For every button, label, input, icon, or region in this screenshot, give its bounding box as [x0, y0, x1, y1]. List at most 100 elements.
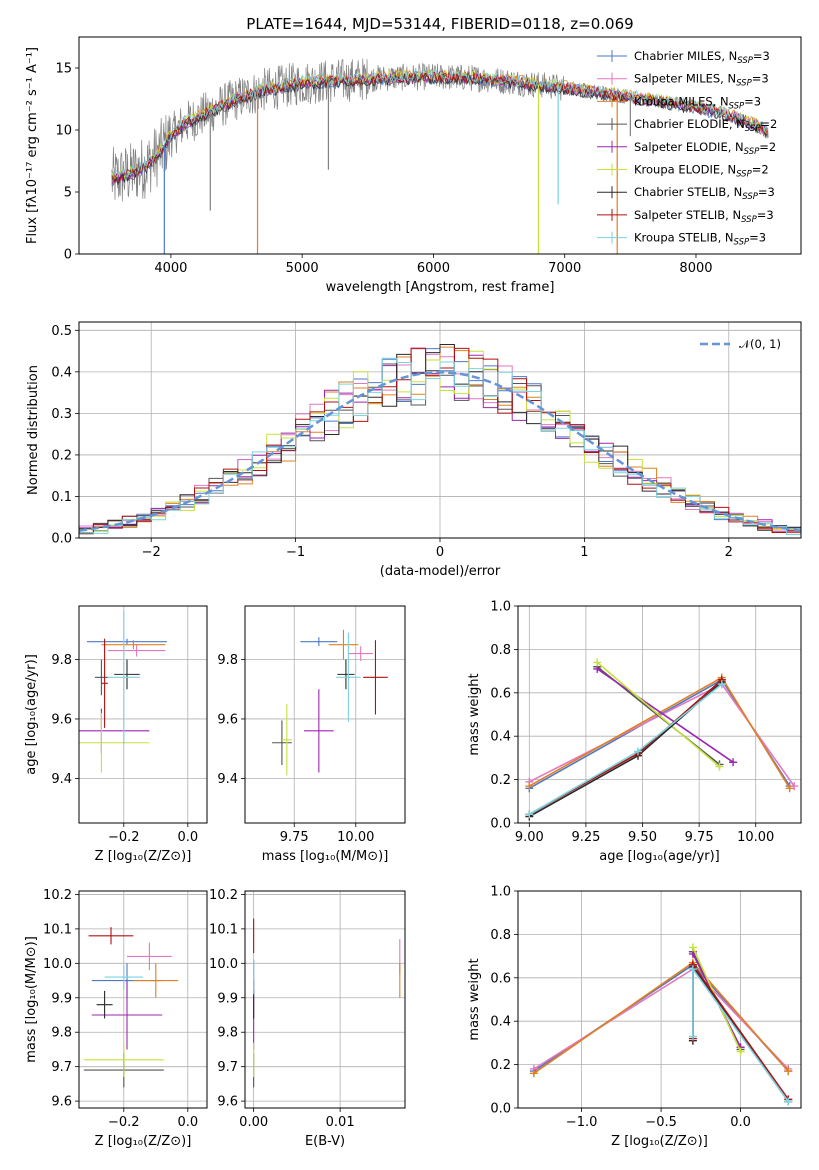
data-point-salpeter_stelib: [101, 638, 108, 728]
spectrum-axes: 4000 5000 6000 7000 8000 0 5 10 15 wavelength [An…: [25, 36, 802, 295]
x-axis-label: wavelength [Angstrom, rest frame]: [326, 280, 555, 295]
y-tick-label: 9.4: [217, 772, 238, 787]
legend-entry: 𝒩(0, 1): [739, 337, 781, 351]
x-tick-label: 4000: [154, 261, 187, 276]
y-tick-label: 0.6: [490, 686, 511, 701]
series-marker: [688, 943, 697, 952]
normal-curve: [79, 371, 801, 532]
y-tick-label: 10.2: [209, 888, 238, 903]
y-tick-label: 9.6: [217, 1095, 238, 1110]
legend-entry: Kroupa ELODIE, NSSP=2: [634, 163, 769, 180]
x-tick-label: 9.25: [571, 830, 600, 845]
series-kroupa_stelib: [688, 965, 793, 1106]
x-tick-label: 9.75: [685, 830, 714, 845]
data-point-chabrier_stelib: [337, 659, 355, 690]
mass_vs_ebv-plot: [253, 918, 401, 1088]
y-tick-label: 9.6: [51, 712, 72, 727]
model-spectrum-salpeter_stelib: [111, 71, 768, 185]
y-tick-label: 0.2: [51, 448, 72, 463]
age_vs_z-frame: [78, 605, 208, 824]
x-tick-label: 2: [725, 545, 733, 560]
mass_vs_ebv-frame: [244, 890, 406, 1109]
series-marker: [736, 1047, 745, 1056]
y-tick-label: 0.8: [490, 643, 511, 658]
spectrum-plot: [111, 58, 769, 254]
y-tick-label: 9.6: [217, 712, 238, 727]
data-point-chabrier_miles: [300, 637, 338, 647]
age_vs_mass-axes: 9.75 10.00 9.4 9.6 9.8 mass [log₁₀(M/M⊙)]: [217, 605, 406, 864]
data-point-salpeter_miles: [348, 646, 373, 661]
legend-entry: Chabrier STELIB, NSSP=3: [634, 185, 775, 202]
y-tick-label: 0.4: [51, 365, 72, 380]
y-tick-label: 10: [55, 124, 72, 139]
y-tick-label: 1.0: [490, 885, 511, 900]
x-tick-label: 8000: [679, 261, 712, 276]
residuals-frame: [78, 321, 802, 539]
age_vs_z-grid: [79, 606, 207, 823]
residuals-axes: −2 −1 0 1 2 0.0 0.1 0.2 0.3 0.4 0.5 (data-model)/er…: [26, 321, 802, 579]
data-point-salpeter_elodie: [304, 689, 334, 773]
data-point-chabrier_miles: [87, 638, 167, 645]
data-point-chabrier_stelib: [114, 659, 140, 690]
x-axis-label: Z [log₁₀(Z/Z⊙)]: [95, 1134, 192, 1149]
data-point-kroupa_elodie: [83, 1042, 164, 1077]
weight_vs_z-grid: [518, 890, 801, 1109]
weight_vs_z-axes: −1.0 −0.5 0.0 0.0 0.2 0.4 0.6 0.8 1.0 Z [log₁₀(Z/…: [467, 885, 802, 1149]
spectrum-frame: [78, 36, 802, 255]
y-tick-label: 9.8: [217, 653, 238, 668]
y-tick-label: 10.1: [43, 922, 72, 937]
series-marker: [784, 1097, 793, 1106]
age_vs_mass-plot: [272, 629, 388, 776]
data-point-kroupa_stelib: [107, 610, 140, 745]
x-tick-label: 0.0: [730, 1115, 751, 1130]
x-tick-label: −2: [142, 545, 161, 560]
x-tick-label: −0.2: [108, 1115, 140, 1130]
histogram-kroupa_stelib: [79, 357, 801, 537]
y-tick-label: 10.2: [43, 888, 72, 903]
chart-title: PLATE=1644, MJD=53144, FIBERID=0118, z=0…: [246, 15, 633, 33]
x-axis-label: E(B-V): [305, 1134, 345, 1149]
spectrum-legend: Chabrier MILES, NSSP=3 Salpeter MILES, NS…: [597, 49, 777, 248]
legend-entry: Chabrier ELODIE, NSSP=2: [634, 117, 777, 134]
series-marker: [593, 658, 602, 667]
x-tick-label: 9.00: [515, 830, 544, 845]
y-tick-label: 0.2: [490, 1058, 511, 1073]
y-tick-label: 0.0: [490, 1102, 511, 1117]
x-tick-label: −1.0: [566, 1115, 598, 1130]
y-tick-label: 0: [64, 248, 72, 263]
y-tick-label: 9.9: [217, 991, 238, 1006]
data-point-kroupa_miles: [101, 640, 166, 650]
mass_vs_z-plot: [83, 927, 179, 1088]
data-point-chabrier_stelib: [96, 990, 113, 1019]
series-marker: [784, 1067, 793, 1076]
x-tick-label: −1: [286, 545, 305, 560]
data-point-kroupa_stelib: [336, 632, 361, 722]
x-tick-label: 0.0: [177, 1115, 198, 1130]
y-tick-label: 9.4: [51, 772, 72, 787]
histogram-chabrier_stelib: [79, 344, 801, 533]
y-tick-label: 0.4: [490, 1015, 511, 1030]
series-marker: [729, 758, 738, 767]
series-line: [596, 668, 734, 763]
y-tick-label: 15: [55, 62, 72, 77]
y-tick-label: 1.0: [490, 600, 511, 615]
series-line: [528, 676, 791, 789]
series-line: [528, 683, 723, 815]
y-tick-label: 0.5: [51, 324, 72, 339]
legend-entry: Chabrier MILES, NSSP=3: [634, 49, 770, 66]
x-axis-label: (data-model)/error: [380, 564, 501, 579]
y-tick-label: 9.7: [51, 1060, 72, 1075]
x-tick-label: 0.0: [177, 830, 198, 845]
data-point-chabrier_elodie: [95, 659, 108, 696]
data-point-salpeter_stelib: [363, 640, 388, 715]
y-axis-label: Normed distribution: [26, 365, 41, 495]
series-marker: [688, 965, 697, 974]
x-tick-label: 9.75: [280, 830, 309, 845]
x-tick-label: 1: [580, 545, 588, 560]
data-point-kroupa_elodie: [79, 713, 150, 773]
legend-entry: Salpeter STELIB, NSSP=3: [634, 208, 774, 225]
legend-entry: Salpeter ELODIE, NSSP=2: [634, 140, 776, 157]
series-line: [528, 679, 723, 815]
y-tick-label: 0.8: [490, 928, 511, 943]
weight_vs_z-frame: [517, 890, 802, 1109]
